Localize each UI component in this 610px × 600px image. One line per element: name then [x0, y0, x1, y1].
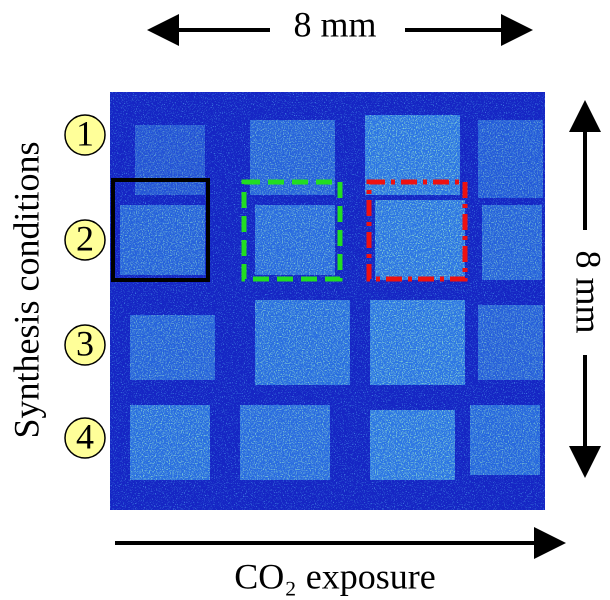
- condition-number: 2: [76, 218, 94, 258]
- condition-number: 3: [76, 323, 94, 363]
- side-scale: 8 mm: [569, 108, 609, 470]
- top-scale: 8 mm: [155, 4, 525, 44]
- condition-number: 4: [76, 416, 94, 456]
- condition-markers: 1 2 3 4: [65, 113, 105, 458]
- fluorescence-image: [110, 92, 545, 510]
- x-axis-label: CO₂ exposure: [234, 556, 436, 596]
- top-scale-label: 8 mm: [293, 4, 376, 44]
- y-axis-label: Synthesis conditions: [6, 141, 46, 438]
- side-scale-label: 8 mm: [569, 250, 609, 333]
- figure: 8 mm 8 mm Synth: [0, 0, 610, 600]
- condition-number: 1: [76, 113, 94, 153]
